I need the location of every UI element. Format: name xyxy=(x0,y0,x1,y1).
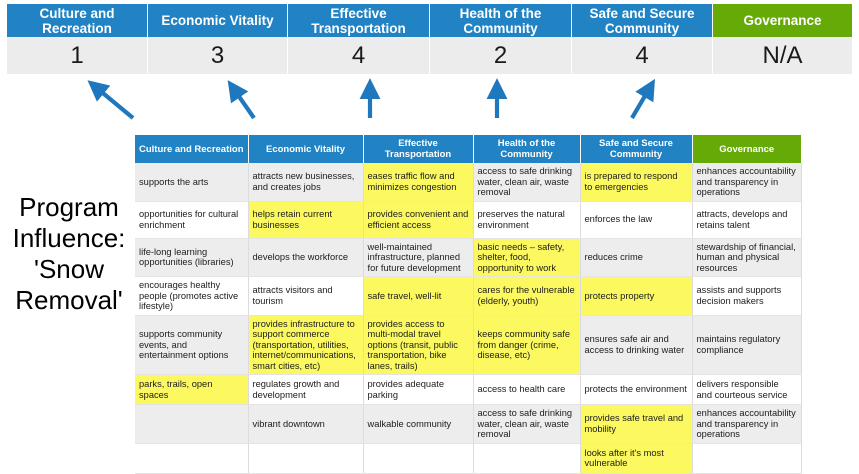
matrix-cell: parks, trails, open spaces xyxy=(135,374,249,405)
scorecard-value-health-of-the-community: 2 xyxy=(430,37,572,74)
program-influence-caption: Program Influence: 'Snow Removal' xyxy=(8,192,130,316)
scorecard-header-health-of-the-community: Health of the Community xyxy=(430,4,572,37)
scorecard-value-culture-and-recreation: 1 xyxy=(7,37,148,74)
scorecard-header-label: Economic Vitality xyxy=(161,13,274,28)
scorecard-header-label: Governance xyxy=(743,13,822,28)
scorecard-header-label: Health of the Community xyxy=(459,5,542,36)
scorecard-header-safe-and-secure-community: Safe and Secure Community xyxy=(572,4,713,37)
matrix-cell: keeps community safe from danger (crime,… xyxy=(473,315,581,375)
matrix-header-culture-and-recreation: Culture and Recreation xyxy=(135,135,249,163)
scorecard-value-row: 1 3 4 2 4 N/A xyxy=(7,37,852,74)
scorecard-header-label: Culture and Recreation xyxy=(39,5,115,36)
matrix-cell: attracts new businesses, and creates job… xyxy=(248,163,364,202)
matrix-row: looks after it's most vulnerable xyxy=(135,443,802,474)
matrix-body: supports the arts attracts new businesses… xyxy=(135,163,802,474)
matrix-cell xyxy=(473,443,581,474)
matrix-cell: encourages healthy people (promotes acti… xyxy=(135,276,249,316)
matrix-cell: looks after it's most vulnerable xyxy=(580,443,693,474)
matrix-cell xyxy=(135,443,249,474)
matrix-cell: walkable community xyxy=(363,404,474,444)
matrix-row: supports community events, and entertain… xyxy=(135,315,802,375)
scorecard-summary-bar: Culture and Recreation Economic Vitality… xyxy=(7,4,852,74)
matrix-cell: access to safe drinking water, clean air… xyxy=(473,404,581,444)
matrix-cell: is prepared to respond to emergencies xyxy=(580,163,693,202)
matrix-cell: vibrant downtown xyxy=(248,404,364,444)
matrix-cell: basic needs – safety, shelter, food, opp… xyxy=(473,238,581,277)
matrix-cell: access to safe drinking water, clean air… xyxy=(473,163,581,202)
scorecard-value-economic-vitality: 3 xyxy=(148,37,288,74)
matrix-row: life-long learning opportunities (librar… xyxy=(135,238,802,277)
matrix-row: opportunities for cultural enrichment hel… xyxy=(135,201,802,239)
matrix-cell xyxy=(363,443,474,474)
matrix-header-health-of-the-community: Health of the Community xyxy=(473,135,581,163)
matrix-row: vibrant downtown walkable community access… xyxy=(135,404,802,444)
scorecard-header-label: Effective Transportation xyxy=(311,5,406,36)
matrix-cell: attracts visitors and tourism xyxy=(248,276,364,316)
caption-line-4: Removal' xyxy=(15,285,123,315)
matrix-cell: cares for the vulnerable (elderly, youth… xyxy=(473,276,581,316)
scorecard-header-label: Safe and Secure Community xyxy=(589,5,695,36)
matrix-cell: provides adequate parking xyxy=(363,374,474,405)
matrix-cell: develops the workforce xyxy=(248,238,364,277)
matrix-cell: enforces the law xyxy=(580,201,693,239)
matrix-header-row: Culture and Recreation Economic Vitality… xyxy=(135,135,801,163)
matrix-cell: well-maintained infrastructure, planned … xyxy=(363,238,474,277)
matrix-cell: assists and supports decision makers xyxy=(692,276,802,316)
matrix-cell: access to health care xyxy=(473,374,581,405)
matrix-cell: life-long learning opportunities (librar… xyxy=(135,238,249,277)
scorecard-header-governance: Governance xyxy=(713,4,852,37)
scorecard-header-culture-and-recreation: Culture and Recreation xyxy=(7,4,148,37)
matrix-cell xyxy=(248,443,364,474)
matrix-cell: supports community events, and entertain… xyxy=(135,315,249,375)
scorecard-header-row: Culture and Recreation Economic Vitality… xyxy=(7,4,852,37)
matrix-cell: helps retain current businesses xyxy=(248,201,364,239)
matrix-cell xyxy=(692,443,802,474)
matrix-cell: ensures safe air and access to drinking … xyxy=(580,315,693,375)
scorecard-value-safe-and-secure-community: 4 xyxy=(572,37,713,74)
caption-line-3: 'Snow xyxy=(33,254,104,284)
matrix-cell: stewardship of financial, human and phys… xyxy=(692,238,802,277)
scorecard-value-governance: N/A xyxy=(762,41,803,69)
matrix-cell: attracts, develops and retains talent xyxy=(692,201,802,239)
arrow-economic-vitality xyxy=(227,80,256,120)
arrow-culture-and-recreation xyxy=(87,80,135,120)
matrix-cell: safe travel, well-lit xyxy=(363,276,474,316)
matrix-cell: delivers responsible and courteous servi… xyxy=(692,374,802,405)
matrix-cell: regulates growth and development xyxy=(248,374,364,405)
matrix-header-governance: Governance xyxy=(692,135,801,163)
matrix-cell: provides infrastructure to support comme… xyxy=(248,315,364,375)
scorecard-value-effective-transportation: 4 xyxy=(288,37,430,74)
matrix-cell: enhances accountability and transparency… xyxy=(692,163,802,202)
matrix-cell: preserves the natural environment xyxy=(473,201,581,239)
program-influence-matrix: Culture and Recreation Economic Vitality… xyxy=(135,135,802,474)
matrix-cell: reduces crime xyxy=(580,238,693,277)
scorecard-header-economic-vitality: Economic Vitality xyxy=(148,4,288,37)
matrix-row: supports the arts attracts new businesses… xyxy=(135,163,802,202)
matrix-cell: maintains regulatory compliance xyxy=(692,315,802,375)
matrix-cell: enhances accountability and transparency… xyxy=(692,404,802,444)
arrow-safe-and-secure-community xyxy=(630,78,655,120)
matrix-cell: eases traffic flow and minimizes congest… xyxy=(363,163,474,202)
scorecard-header-effective-transportation: Effective Transportation xyxy=(288,4,430,37)
matrix-cell: opportunities for cultural enrichment xyxy=(135,201,249,239)
caption-line-2: Influence: xyxy=(12,223,126,253)
matrix-cell: provides safe travel and mobility xyxy=(580,404,693,444)
matrix-cell: provides access to multi-modal travel op… xyxy=(363,315,474,375)
matrix-cell: supports the arts xyxy=(135,163,249,202)
matrix-row: encourages healthy people (promotes acti… xyxy=(135,276,802,316)
matrix-cell: provides convenient and efficient access xyxy=(363,201,474,239)
matrix-header-safe-and-secure-community: Safe and Secure Community xyxy=(580,135,693,163)
caption-line-1: Program xyxy=(19,192,119,222)
matrix-cell: protects property xyxy=(580,276,693,316)
matrix-cell xyxy=(135,404,249,444)
matrix-row: parks, trails, open spaces regulates grow… xyxy=(135,374,802,405)
matrix-header-effective-transportation: Effective Transportation xyxy=(363,135,474,163)
matrix-header-economic-vitality: Economic Vitality xyxy=(248,135,364,163)
matrix-cell: protects the environment xyxy=(580,374,693,405)
connector-arrows-group xyxy=(87,78,655,120)
